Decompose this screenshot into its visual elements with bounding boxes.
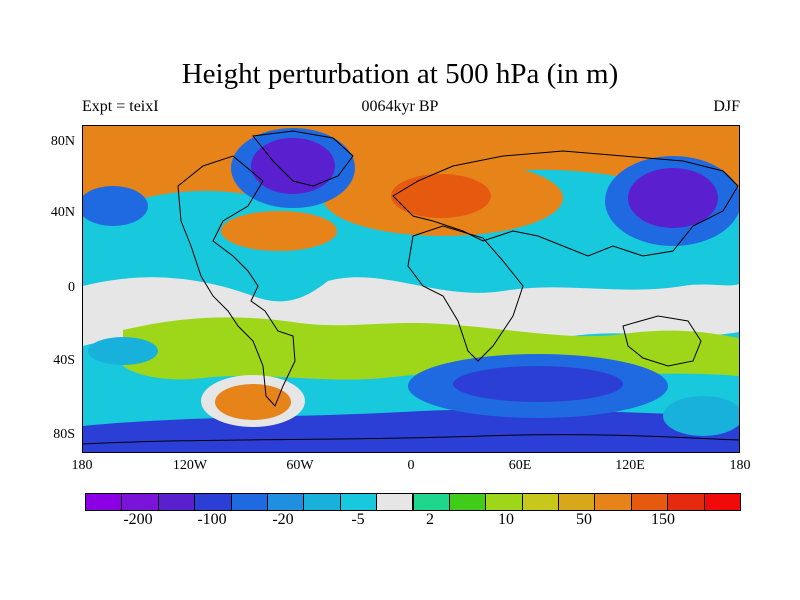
australia-outline <box>622 315 702 367</box>
lon-tick-180w: 180 <box>71 458 93 473</box>
map-canvas <box>83 126 739 452</box>
lon-tick-60e: 60E <box>508 458 532 473</box>
colorbar-label-neg100: -100 <box>197 511 227 528</box>
colorbar-segment <box>303 493 341 511</box>
colorbar-segment <box>630 493 669 511</box>
colorbar-segment <box>448 493 487 511</box>
siberian-low <box>628 168 718 228</box>
north-atlantic-orange <box>221 211 337 251</box>
colorbar-segment <box>521 493 560 511</box>
dateline-low <box>83 186 148 226</box>
coastlines <box>83 130 739 445</box>
colorbar-segment <box>558 493 596 511</box>
lat-tick-0: 0 <box>68 280 75 295</box>
lat-tick-80s: 80S <box>53 427 75 442</box>
southern-ocean-low <box>453 366 623 402</box>
antarctica-outline <box>83 434 739 445</box>
colorbar-segment <box>230 493 268 511</box>
lon-tick-120w: 120W <box>172 458 208 473</box>
colorbar-segment <box>485 493 523 511</box>
south-pacific-high <box>215 384 291 420</box>
americas-outline <box>177 155 296 407</box>
colorbar-segment <box>85 493 123 511</box>
eurasia-outline <box>392 150 739 257</box>
lon-tick-0: 0 <box>407 458 415 473</box>
africa-outline <box>407 225 524 362</box>
colorbar-label-neg200: -200 <box>123 511 153 528</box>
lon-tick-60w: 60W <box>286 458 314 473</box>
height-perturbation-map <box>82 125 740 453</box>
colorbar-segment <box>339 493 378 511</box>
colorbar-label-neg5: -5 <box>351 511 365 528</box>
equatorial-cyan-band <box>83 230 739 306</box>
lat-tick-80n: 80N <box>50 134 75 149</box>
europe-core-high <box>391 174 491 218</box>
greenland-low <box>251 138 335 194</box>
map-title: Height perturbation at 500 hPa (in m) <box>181 58 619 90</box>
colorbar-segment <box>157 493 196 511</box>
colorbar-segment <box>121 493 159 511</box>
colorbar-segment <box>703 493 741 511</box>
colorbar-segment <box>412 493 450 511</box>
colorbar-label-10: 10 <box>498 511 514 528</box>
greenland-outline <box>252 130 354 187</box>
colorbar-label-neg20: -20 <box>272 511 294 528</box>
colorbar-segment <box>194 493 232 511</box>
season-label: DJF <box>713 98 740 115</box>
lon-tick-180e: 180 <box>729 458 751 473</box>
colorbar-segment <box>594 493 632 511</box>
south-pacific-cyan <box>88 337 158 365</box>
colorbar-label-50: 50 <box>576 511 592 528</box>
colorbar-segment <box>667 493 705 511</box>
colorbar-label-150: 150 <box>651 511 675 528</box>
time-label: 0064kyr BP <box>361 98 439 115</box>
tasman-cyan <box>663 396 739 436</box>
colorbar <box>85 493 741 511</box>
colorbar-label-2: 2 <box>426 511 434 528</box>
colorbar-segment <box>376 493 414 511</box>
lat-tick-40n: 40N <box>50 205 75 220</box>
experiment-label: Expt = teixI <box>82 98 159 115</box>
lon-tick-120e: 120E <box>615 458 645 473</box>
colorbar-segment <box>266 493 305 511</box>
lat-tick-40s: 40S <box>53 353 75 368</box>
